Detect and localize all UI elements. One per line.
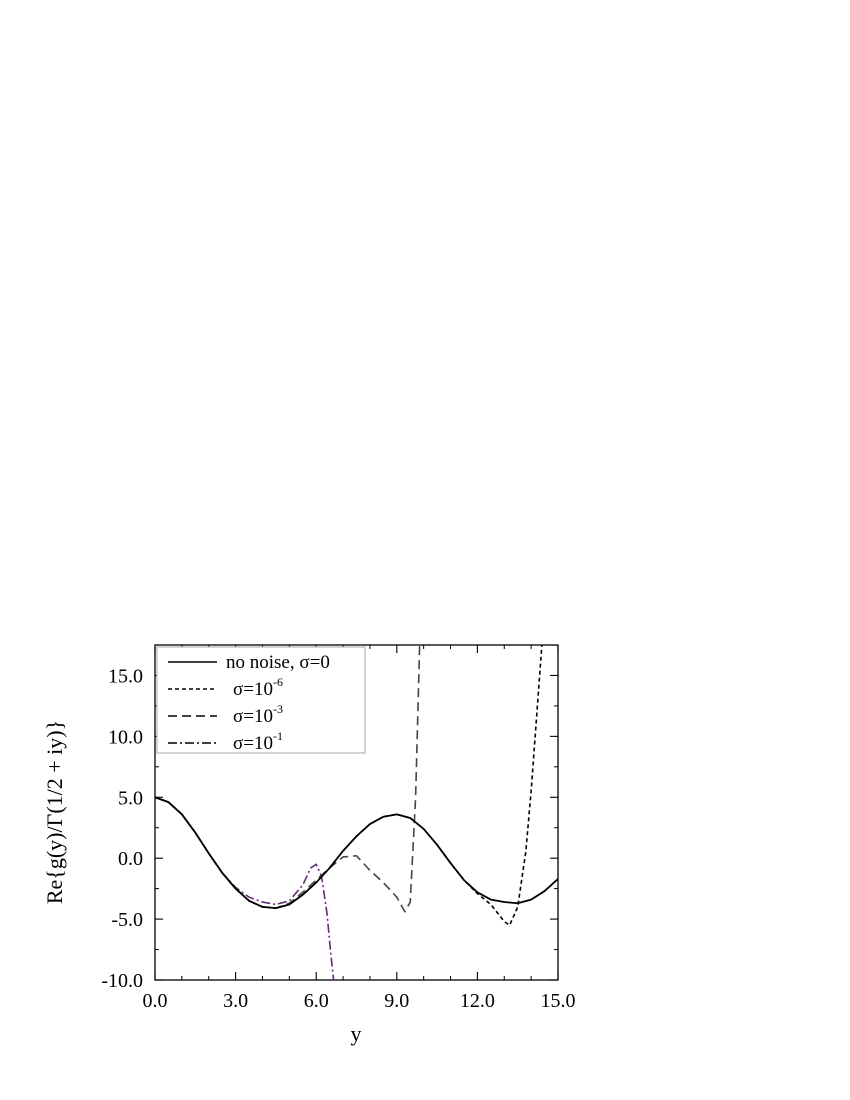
- series-line-solid: [155, 796, 558, 910]
- x-tick-label: 0.0: [143, 990, 168, 1012]
- x-tick-label: 15.0: [541, 990, 576, 1012]
- x-tick-label: 9.0: [384, 990, 409, 1012]
- y-tick-label: 15.0: [108, 665, 143, 687]
- y-tick-label: -10.0: [101, 970, 143, 992]
- series-layer: [155, 645, 558, 980]
- y-tick-label: 5.0: [118, 787, 143, 809]
- legend-label: σ=10-3: [233, 702, 283, 727]
- plot-frame: [154, 644, 559, 981]
- y-tick-label: -5.0: [111, 909, 143, 931]
- series-line-dashdot: [155, 796, 335, 980]
- series-line-dotted: [155, 645, 543, 926]
- y-axis-label: Re{g(y)/Γ(1/2 + iy)}: [42, 720, 67, 904]
- legend-box: [156, 646, 366, 754]
- legend-label: no noise, σ=0: [226, 652, 330, 673]
- legend: no noise, σ=0σ=10-6σ=10-3σ=10-1: [156, 646, 366, 754]
- x-axis-label: y: [351, 1021, 362, 1046]
- x-tick-label: 6.0: [304, 990, 329, 1012]
- y-tick-label: 0.0: [118, 848, 143, 870]
- y-tick-label: 10.0: [108, 726, 143, 748]
- tick-labels: 0.0 3.0 6.0 9.0 12.0 15.0 -10.0 -5.0 0.0 5.0 10.0 1…: [101, 665, 575, 1012]
- x-tick-label: 12.0: [460, 990, 495, 1012]
- x-tick-label: 3.0: [223, 990, 248, 1012]
